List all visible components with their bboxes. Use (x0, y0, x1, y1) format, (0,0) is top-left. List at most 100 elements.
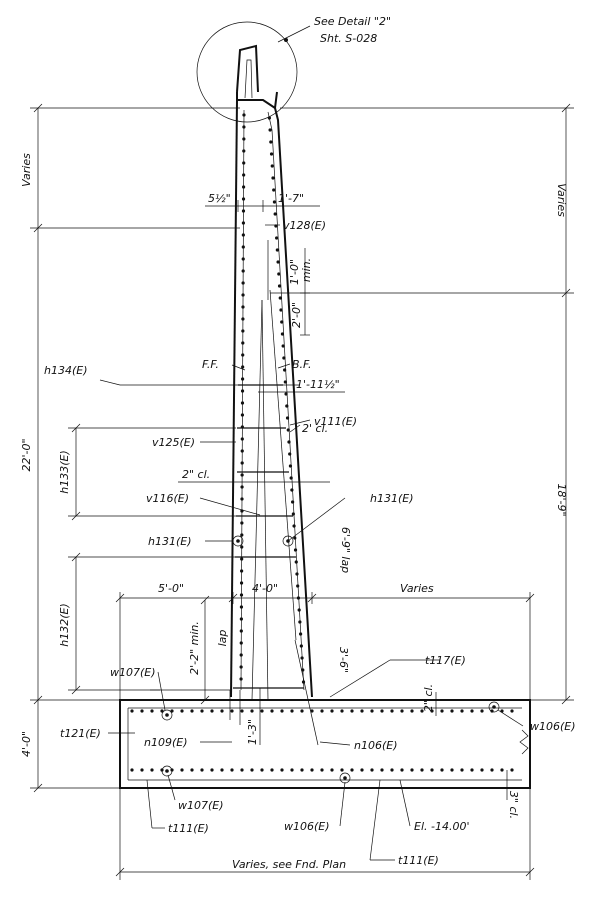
rebar-dot (220, 709, 224, 713)
label-w107-bot: w107(E) (178, 799, 224, 812)
rebar-dot (277, 272, 281, 276)
rebar-dot (286, 428, 290, 432)
rebar-dot (299, 632, 303, 636)
rebar-dot (268, 128, 272, 132)
rebar-dot (241, 329, 245, 333)
rebar-dot (320, 768, 324, 772)
annotation-text: See Detail "2" Sht. S-028 Varies Varies … (20, 15, 576, 871)
rebar-dot (240, 401, 245, 405)
detail-ref-line2: Sht. S-028 (320, 32, 377, 45)
label-dim-5-0: 5'-0" (158, 582, 184, 595)
rebar-dot (280, 768, 284, 772)
label-h134: h134(E) (44, 364, 88, 377)
label-h131-left: h131(E) (148, 535, 192, 548)
rebar-dot (242, 161, 246, 165)
rebar-dot (281, 344, 285, 348)
rebar-dot (285, 404, 289, 408)
rebar-dot (340, 768, 344, 772)
rebar-dot (273, 212, 277, 216)
rebar-dot (241, 305, 245, 309)
rebar-dot (239, 581, 244, 585)
label-dim-3-6: 3'-6" (337, 647, 350, 673)
rebar-dot (280, 332, 285, 336)
rebar-dot (278, 296, 282, 300)
rebar-dot (380, 709, 384, 713)
rebar-dot (277, 284, 282, 288)
rebar-dot (400, 709, 404, 713)
rebar-dot (241, 365, 245, 369)
rebar-dot (470, 709, 474, 713)
rebar-dot (276, 260, 280, 264)
rebar-dot (296, 584, 300, 588)
rebar-dot (150, 709, 154, 713)
rebar-dot (240, 497, 244, 501)
label-t121: t121(E) (60, 727, 101, 740)
label-lap: lap (216, 630, 229, 647)
rebar-dot (260, 709, 264, 713)
rebar-dot (279, 308, 283, 312)
rebar-dot (297, 608, 301, 612)
rebar-dot (350, 709, 354, 713)
label-h133: h133(E) (58, 450, 71, 494)
rebar-dot (510, 709, 514, 713)
rebar-dot (500, 768, 504, 772)
rebar-dot (283, 368, 287, 372)
rebar-dot (269, 140, 273, 144)
rebar-dot (280, 320, 284, 324)
rebar-dot (140, 709, 144, 713)
rebar-dot (240, 545, 244, 549)
label-min: min. (300, 258, 313, 282)
rebar-dot (240, 485, 244, 489)
label-v111: v111(E) (314, 415, 357, 428)
label-dim-2-2-min: 2'-2" min. (188, 621, 201, 675)
rebar-dot (293, 536, 297, 540)
detail-circle (196, 21, 311, 123)
rebar-dot (230, 768, 234, 772)
rebar-dot (200, 709, 204, 713)
rebar-dot (460, 709, 464, 713)
rebar-dot (450, 709, 454, 713)
rebar-dot (240, 449, 244, 453)
stem-interior-bars (229, 289, 319, 746)
rebar-dot (242, 185, 246, 189)
rebar-dot (480, 709, 484, 713)
rebar-dot (290, 488, 294, 492)
label-dim-1-11half: 1'-11½" (296, 378, 340, 391)
rebar-dot (282, 356, 286, 360)
rebar-dot (400, 768, 404, 772)
label-cl-2in-b: 2" cl. (422, 684, 435, 712)
label-dim-18-9: 18'-9" (555, 483, 568, 516)
label-dim-1-7: 1'-7" (278, 192, 304, 205)
rebar-dot (450, 768, 454, 772)
rebar-dot (242, 173, 246, 177)
rebar-dot (300, 768, 304, 772)
rebar-dot (240, 768, 244, 772)
label-cl-3in: 3" cl. (507, 791, 520, 819)
rebar-dot (420, 768, 424, 772)
footing-bottom-rebar-dots (130, 768, 514, 772)
label-dim-1-3: 1'-3" (246, 719, 259, 745)
stem-horizontal-bars (233, 384, 304, 689)
rebar-dot (240, 389, 245, 393)
rebar-dot (330, 709, 334, 713)
rebar-dot (242, 149, 246, 153)
label-cl-2ft: 2' cl. (302, 422, 328, 435)
rebar-dot (200, 768, 204, 772)
label-t117: t117(E) (425, 654, 466, 667)
rebar-dot (310, 709, 314, 713)
rebar-dot (241, 353, 245, 357)
rebar-dot (240, 569, 244, 573)
rebar-dot (310, 768, 314, 772)
rebar-dot (242, 137, 246, 141)
rebar-dot (298, 620, 302, 624)
rebar-dot (330, 768, 334, 772)
rebar-dot (275, 236, 279, 240)
rebar-dot (293, 548, 298, 552)
rebar-dot (284, 392, 288, 396)
rebar-dot (241, 341, 245, 345)
rebar-dot (241, 377, 245, 381)
label-dim-5half: 5½" (208, 192, 231, 205)
label-v125: v125(E) (152, 436, 195, 449)
label-dim-4-0: 4'-0" (252, 582, 278, 595)
rebar-dot (130, 768, 134, 772)
